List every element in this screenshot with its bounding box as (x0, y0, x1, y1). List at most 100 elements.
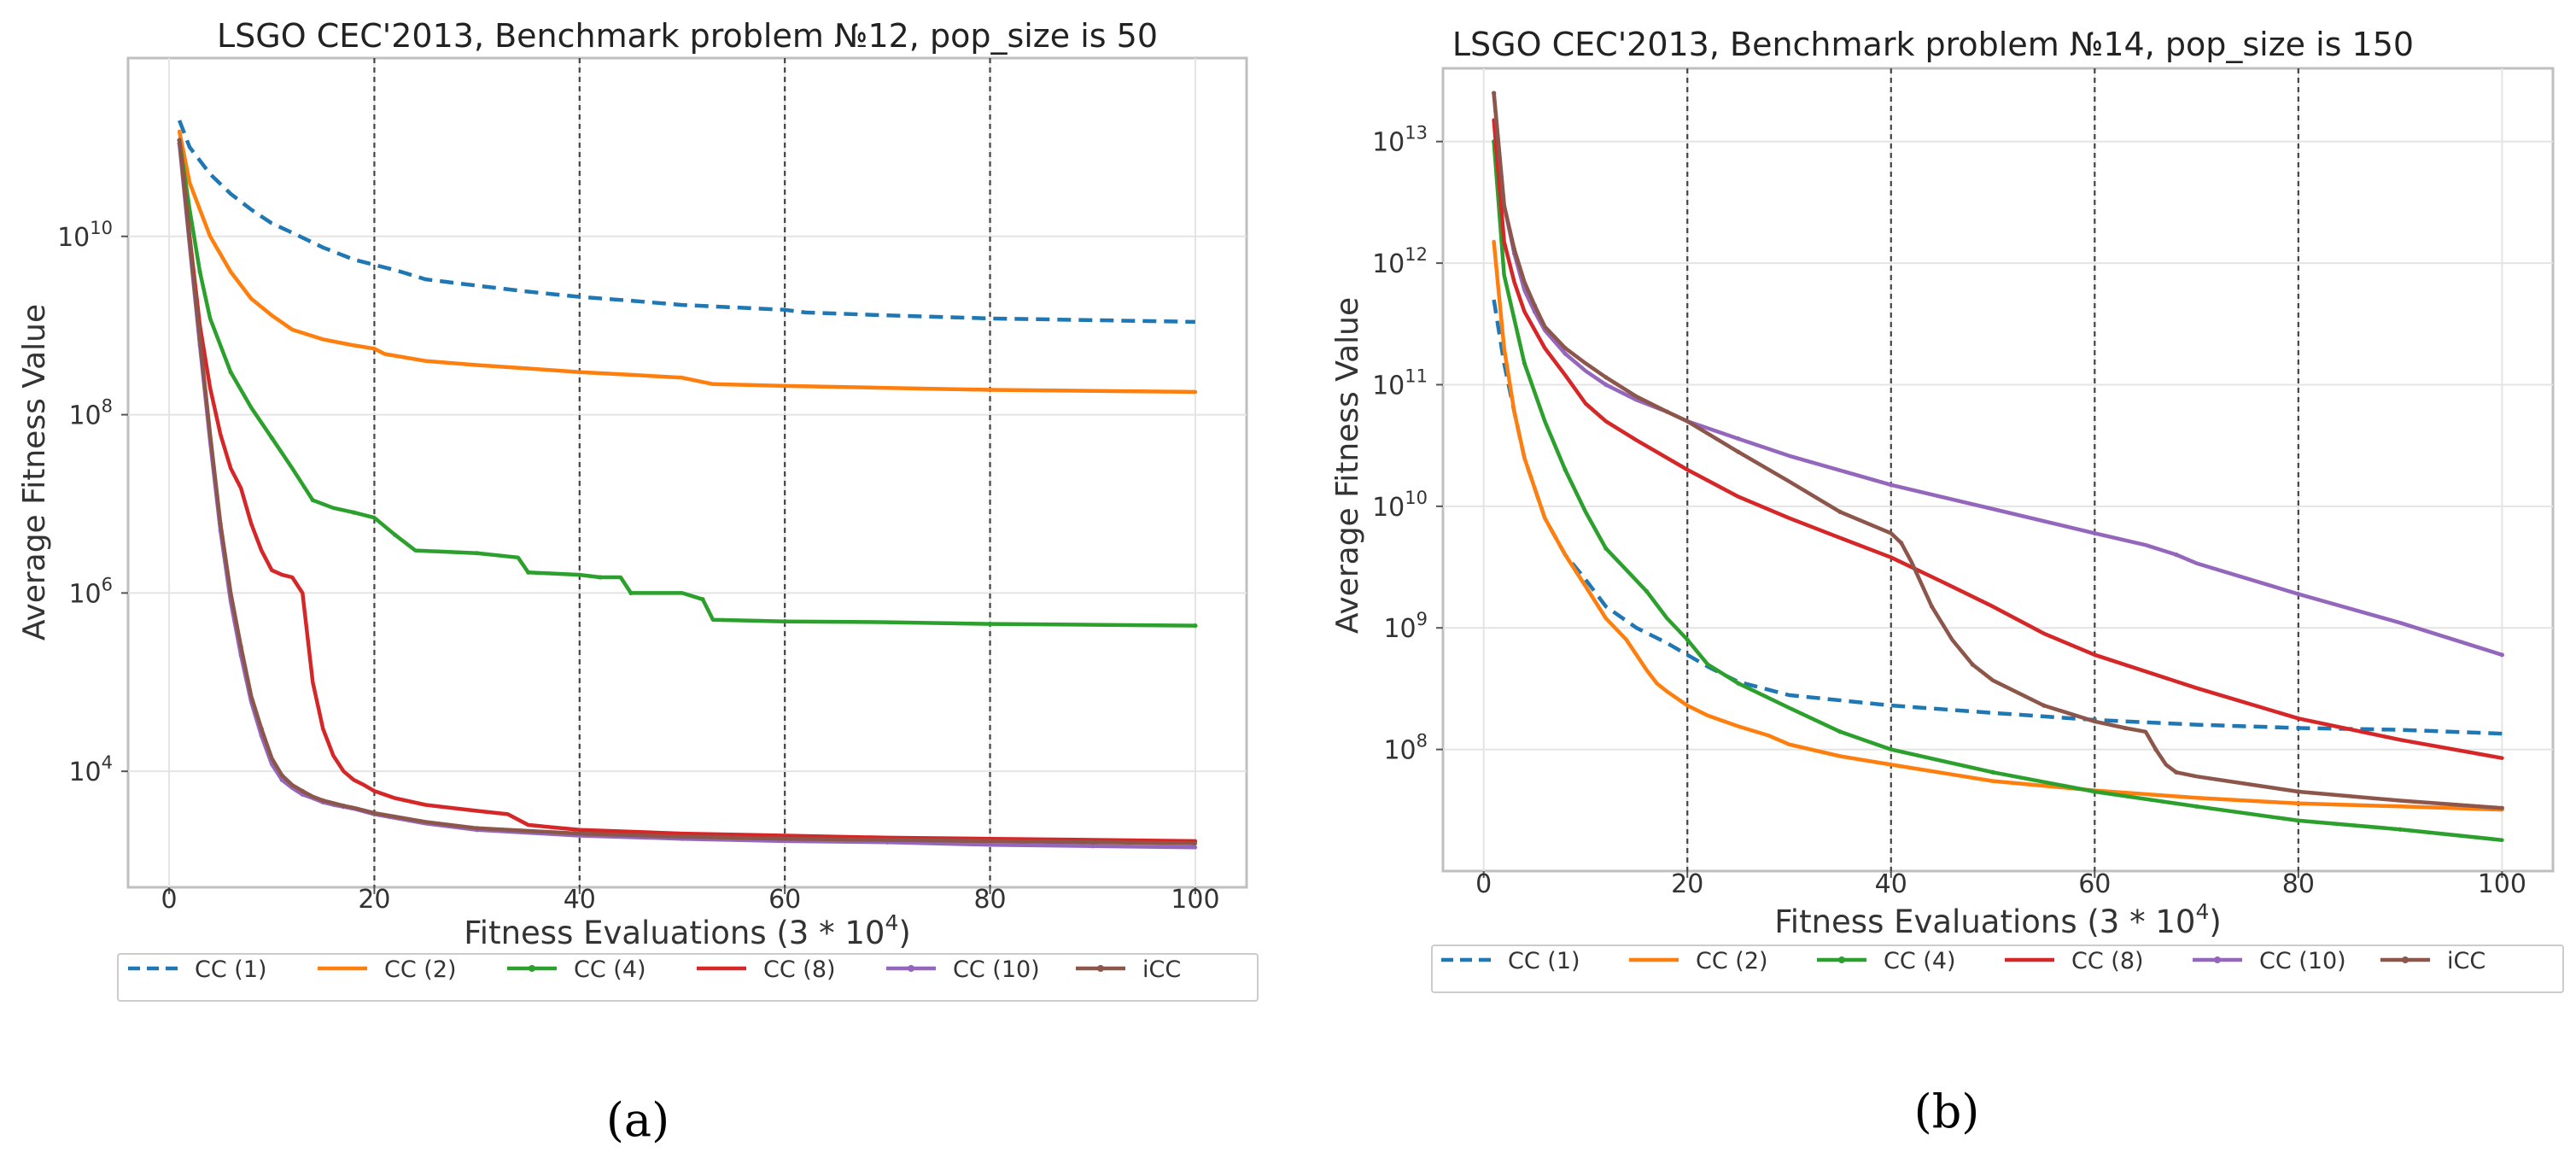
chart-b-series-point-5 (2092, 530, 2097, 536)
chart-b-series-point-3 (1837, 729, 1843, 734)
chart-a-series-point-3 (700, 597, 705, 602)
chart-a-grid (128, 58, 1247, 887)
chart-b-legend-label-4: CC (8) (2071, 948, 2144, 974)
chart-b-legend-label-6: iCC (2447, 948, 2485, 974)
chart-b-title: LSGO CEC'2013, Benchmark problem №14, po… (1452, 26, 2414, 63)
chart-a-series-point-3 (392, 532, 398, 537)
chart-a-series-point-6 (218, 521, 223, 526)
chart-b-y-tick-label: 1011 (1372, 366, 1428, 401)
chart-a-title: LSGO CEC'2013, Benchmark problem №12, po… (217, 17, 1158, 55)
chart-a-series-point-6 (680, 834, 685, 839)
chart-b-series-point-5 (1603, 382, 1609, 388)
chart-a-series-point-3 (782, 619, 787, 624)
chart-b-series-point-3 (1522, 360, 1527, 366)
chart-b-series-point-6 (1736, 449, 1741, 454)
chart-a-x-tick-label: 40 (564, 885, 596, 915)
chart-a-x-axis-label: Fitness Evaluations (3 * 104) (464, 910, 911, 951)
chart-b-series-point-3 (1736, 681, 1741, 686)
chart-b-series-point-3 (1685, 637, 1690, 642)
chart-a-series-point-3 (1193, 623, 1198, 629)
chart-b-x-tick-label: 40 (1875, 869, 1907, 899)
chart-b-series-point-6 (1563, 346, 1568, 351)
chart-a-series (177, 120, 1198, 850)
chart-a-legend-marker-3 (529, 965, 535, 972)
chart-a-vlines (373, 58, 991, 887)
chart-b-x-tick-label: 20 (1671, 869, 1703, 899)
chart-a-y-tick-label: 106 (68, 574, 113, 609)
chart-b-series (1492, 91, 2504, 842)
chart-b-series-point-3 (1563, 467, 1568, 472)
chart-b-series-point-3 (2398, 827, 2403, 832)
chart-b-plot-area (1441, 67, 2555, 873)
chart-b-series-point-5 (2174, 552, 2179, 558)
chart-b-series-point-3 (1603, 546, 1609, 551)
chart-b-legend-label-3: CC (4) (1884, 948, 1956, 974)
chart-a-x-tick-label: 100 (1171, 885, 1219, 915)
chart-a-series-point-3 (628, 590, 634, 595)
chart-b-series-point-5 (1889, 482, 1894, 488)
chart-a-series-point-3 (526, 570, 531, 575)
chart-b-y-axis-label: Average Fitness Value (1330, 297, 1365, 634)
chart-b-series-point-6 (1532, 302, 1537, 308)
chart-b-series-point-3 (2193, 804, 2199, 809)
chart-a-series-point-6 (341, 804, 346, 809)
chart-b-series-point-5 (1563, 351, 1568, 356)
chart-a-y-ticks: 104 106 108 1010 (57, 218, 128, 787)
chart-b-series-point-6 (2042, 703, 2047, 708)
chart-b-series-point-3 (1990, 769, 1995, 775)
chart-b-y-ticks: 108 109 1010 1011 1012 1013 (1372, 123, 1443, 766)
chart-a-series-point-6 (475, 826, 480, 831)
chart-a-series-point-6 (177, 137, 182, 143)
chart-b-series-point-5 (2499, 652, 2504, 658)
chart-a-series-point-6 (371, 810, 377, 816)
chart-b-x-tick-label: 100 (2478, 869, 2526, 899)
chart-a-y-tick-label: 1010 (57, 218, 113, 253)
chart-a-series-line-6 (177, 137, 1198, 845)
chart-b-series-point-5 (1736, 436, 1741, 442)
chart-a-series-line-4 (177, 137, 1198, 844)
chart-a-series-line-2 (177, 129, 1198, 395)
chart-panel-b: LSGO CEC'2013, Benchmark problem №14, po… (1330, 26, 2564, 1138)
chart-b-y-tick-label: 109 (1383, 609, 1428, 644)
chart-a-series-point-3 (310, 498, 315, 503)
chart-a-legend-label-3: CC (4) (574, 956, 646, 983)
chart-b-series-point-6 (1603, 375, 1609, 380)
chart-a-series-line-1 (177, 120, 1195, 325)
chart-a-series-point-6 (1090, 839, 1095, 845)
chart-b-series-point-6 (1511, 247, 1517, 252)
chart-a-series-point-6 (279, 773, 284, 778)
chart-b-y-tick-label: 1012 (1372, 244, 1428, 279)
chart-a-series-point-3 (987, 621, 993, 627)
chart-b-series-point-3 (1644, 588, 1650, 594)
chart-b-series-point-6 (2153, 747, 2158, 752)
chart-b-y-tick-label: 1013 (1372, 123, 1428, 158)
chart-a-series-point-3 (269, 436, 274, 441)
chart-a-series-point-3 (228, 370, 233, 375)
chart-a-x-ticks: 0 20 40 60 80 100 (161, 885, 1220, 915)
chart-a-x-tick-label: 80 (973, 885, 1006, 915)
chart-b-y-tick-label: 108 (1383, 731, 1428, 766)
panel-label-a: (a) (606, 1093, 669, 1147)
chart-a-y-tick-label: 108 (68, 396, 113, 431)
chart-a-legend-label-6: iCC (1142, 956, 1181, 983)
chart-a-series-point-6 (320, 798, 325, 804)
panel-label-b: (b) (1914, 1085, 1980, 1138)
chart-b-legend-label-5: CC (10) (2259, 948, 2346, 974)
chart-b-series-point-6 (1837, 509, 1843, 514)
chart-b-series-point-6 (2499, 805, 2504, 810)
chart-b-series-point-6 (2174, 769, 2179, 775)
chart-a-legend: CC (1) CC (2) CC (4) CC (8) CC (10) iCC (128, 956, 1181, 983)
chart-a-legend-label-2: CC (2) (384, 956, 457, 983)
chart-b-series-line-4 (1492, 118, 2504, 760)
chart-b-series-point-6 (1899, 541, 1904, 546)
chart-b-legend-marker-3 (1838, 956, 1845, 963)
chart-a-series-point-6 (300, 788, 305, 793)
chart-b-series-line-3 (1492, 139, 2504, 842)
chart-a-legend-marker-5 (908, 965, 914, 972)
chart-b-series-point-6 (1664, 409, 1669, 414)
chart-a-series-point-6 (197, 336, 202, 342)
chart-a-x-tick-label: 60 (768, 885, 801, 915)
chart-b-x-tick-label: 60 (2078, 869, 2111, 899)
chart-b-legend-marker-6 (2402, 956, 2409, 963)
